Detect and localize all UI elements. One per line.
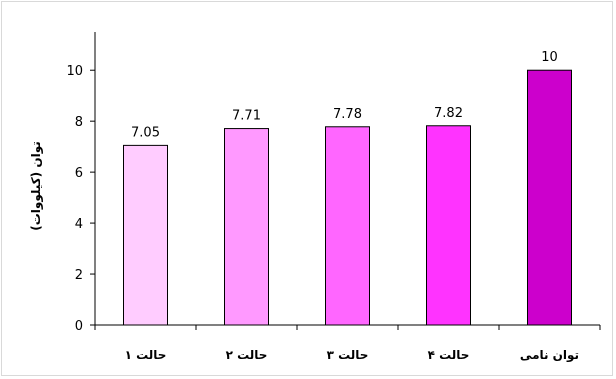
bar <box>426 125 471 326</box>
y-axis-title: توان (کیلووات) <box>29 141 44 230</box>
y-tick-label: 8 <box>75 115 83 130</box>
y-tick-label: 0 <box>75 319 83 334</box>
data-label: 7.82 <box>434 106 463 121</box>
y-tick-label: 10 <box>66 64 83 79</box>
category-label: حالت ۲ <box>226 348 268 362</box>
bar <box>527 69 572 326</box>
data-label: 7.78 <box>333 107 362 122</box>
category-label: حالت ۱ <box>125 348 167 362</box>
y-tick-label: 2 <box>75 268 83 283</box>
data-label: 7.71 <box>232 109 261 124</box>
data-label: 10 <box>541 50 558 65</box>
y-tick-label: 6 <box>75 166 83 181</box>
bar <box>325 126 370 326</box>
category-label: توان نامی <box>520 348 579 363</box>
category-label: حالت ۳ <box>327 348 369 362</box>
category-label: حالت ۴ <box>428 348 470 362</box>
y-tick-label: 4 <box>75 217 83 232</box>
chart-labels: 0 2 4 6 8 10 7.05 حالت ۱ 7.71 حالت ۲ 7.78 حالت ۳ 7.8… <box>66 50 579 363</box>
bar <box>224 128 269 326</box>
data-label: 7.05 <box>131 125 160 140</box>
bar <box>123 144 168 326</box>
bar-series <box>123 69 572 326</box>
